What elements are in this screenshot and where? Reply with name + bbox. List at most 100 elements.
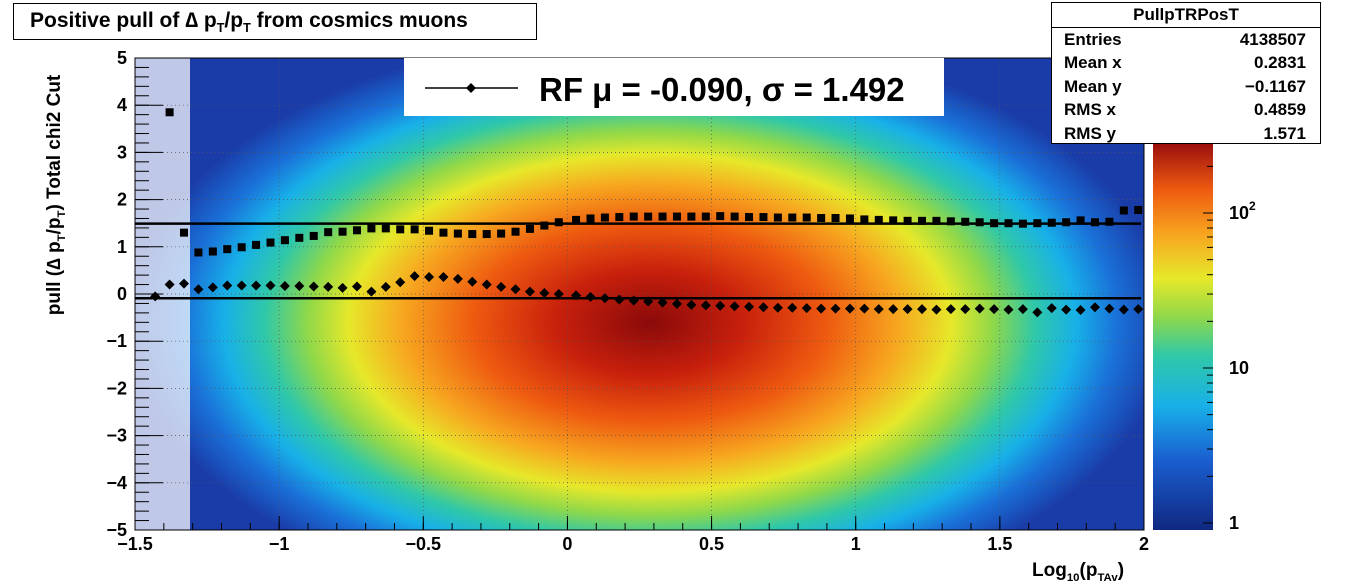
y-label-text: /p [44,217,66,235]
sigma-point [540,221,549,230]
title-sub: T [216,21,225,36]
x-tick-label: 1.5 [987,534,1012,554]
x-tick-label: 1 [851,534,861,554]
stats-title: PullpTRPosT [1052,3,1320,28]
sigma-point [600,213,609,222]
mean-point [207,282,218,293]
sigma-point [410,225,419,234]
z-tick-label: 102 [1229,199,1256,223]
title-slash-p: /p [224,9,244,32]
mean-point [1003,304,1014,315]
sigma-point [716,212,725,221]
mean-point [337,282,348,293]
mean-point [395,277,406,288]
mean-point [729,301,740,312]
y-tick-label: 1 [117,237,127,257]
sigma-point [309,231,318,240]
sigma-point [194,248,203,257]
sigma-point [439,228,448,237]
y-label-sub: T [55,210,68,218]
mean-point [931,304,942,315]
mean-point [1133,304,1144,315]
x-tick-label: 0 [562,534,572,554]
mean-point [643,296,654,307]
title-p: p [198,9,217,32]
x-tick-label: −1 [269,534,290,554]
sigma-point [860,215,869,224]
mean-point [830,303,841,314]
legend-text: RF μ = -0.090, σ = 1.492 [539,71,905,108]
y-tick-label: −1 [106,331,127,351]
mean-point [236,280,247,291]
sigma-point [208,247,217,256]
sigma-point [586,214,595,223]
mean-point [772,302,783,313]
sigma-point [889,216,898,225]
mean-point [1032,307,1043,318]
sigma-point [961,217,970,226]
mean-point [801,303,812,314]
z-tick-label: 1 [1229,513,1239,533]
mean-point [1046,303,1057,314]
x-tick-label: −0.5 [406,534,442,554]
sigma-point [425,226,434,235]
y-tick-label: −3 [106,426,127,446]
data-markers [150,108,1144,318]
legend-box [404,58,944,116]
sigma-point [280,236,289,245]
sigma-point [165,108,174,117]
sigma-point [629,212,638,221]
y-tick-label: 3 [117,142,127,162]
sigma-point [701,212,710,221]
sigma-point [687,212,696,221]
mean-point [700,300,711,311]
y-tick-label: −4 [106,473,127,493]
z-tick-label: 10 [1229,358,1249,378]
legend-marker [466,83,476,93]
mean-point [960,304,971,315]
chart-title: Positive pull of ∆ pT/pT from cosmics mu… [30,9,468,35]
mean-point [164,279,175,290]
mean-point [1061,304,1072,315]
mean-point [222,280,233,291]
sigma-point [946,217,955,226]
stats-label: RMS y [1064,123,1116,143]
y-axis-label: pull (∆ pT/pT) Total chi2 Cut [44,75,68,316]
x-label-text: Log [1032,560,1067,581]
mean-point [859,303,870,314]
mean-point [424,272,435,283]
sigma-point [1119,206,1128,215]
sigma-point [324,228,333,237]
mean-point [438,272,449,283]
stats-row: Entries 4138507 [1052,28,1320,51]
sigma-point [1033,219,1042,228]
stats-row: Mean y −0.1167 [1052,75,1320,98]
mean-point [628,295,639,306]
mean-point [614,294,625,305]
mean-point [974,303,985,314]
stats-box: PullpTRPosT Entries 4138507 Mean x 0.2831 … [1051,2,1321,144]
mean-point [351,281,362,292]
mean-point [553,289,564,299]
title-suffix: from cosmics muons [250,9,468,32]
sigma-point [1018,219,1027,228]
y-label-text: pull (∆ p [44,241,66,316]
y-tick-label: −5 [106,520,127,540]
y-label-sub: T [55,234,68,242]
sigma-point [788,213,797,222]
stats-value: 0.2831 [1254,53,1306,73]
mean-point [816,303,827,314]
sigma-point [773,213,782,222]
sigma-point [525,224,534,233]
mean-point [671,298,682,309]
y-axis: −5 −4 −3 −2 −1 0 1 2 3 4 5 [106,48,163,540]
mean-point [294,280,305,291]
stats-label: RMS x [1064,100,1116,120]
mean-point [787,302,798,313]
sigma-point [658,212,667,221]
sigma-point [745,213,754,222]
sigma-point [396,225,405,234]
y-tick-label: 2 [117,190,127,210]
sigma-point [990,219,999,228]
